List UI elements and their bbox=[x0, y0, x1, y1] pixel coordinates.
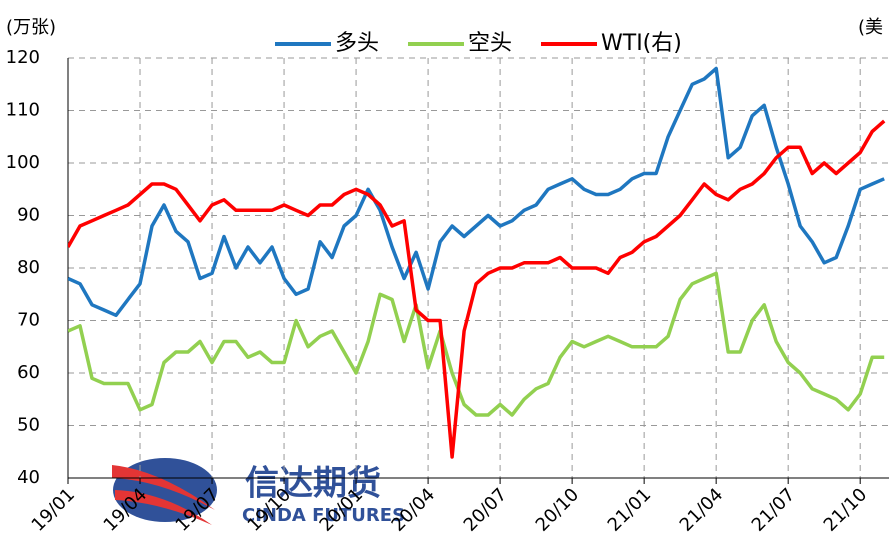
x-tick-label: 21/01 bbox=[604, 484, 656, 536]
y-tick-label: 100 bbox=[6, 152, 40, 173]
y-tick-label: 60 bbox=[17, 362, 40, 383]
series-line bbox=[68, 119, 886, 459]
y-tick-label: 120 bbox=[6, 47, 40, 68]
legend-label: 多头 bbox=[335, 31, 379, 56]
y-tick-label: 90 bbox=[17, 205, 40, 226]
left-axis-unit: (万张) bbox=[6, 17, 56, 38]
x-tick-label: 21/07 bbox=[748, 484, 800, 536]
logo-stripe bbox=[112, 465, 215, 510]
x-tick-label: 19/01 bbox=[28, 484, 80, 536]
y-tick-label: 80 bbox=[17, 257, 40, 278]
y-tick-label: 70 bbox=[17, 310, 40, 331]
x-tick-label: 20/10 bbox=[532, 484, 584, 536]
x-tick-label: 21/04 bbox=[676, 484, 728, 536]
y-tick-label: 110 bbox=[6, 100, 40, 121]
series-line bbox=[68, 271, 885, 417]
y-tick-label: 50 bbox=[17, 415, 40, 436]
logo-cn: 信达期货 bbox=[245, 464, 381, 504]
x-tick-label: 20/07 bbox=[460, 484, 512, 536]
plot-area bbox=[68, 66, 886, 459]
logo-stripe bbox=[115, 490, 212, 525]
watermark: 信达期货 CINDA FUTURES bbox=[112, 458, 405, 526]
right-axis-unit: (美 bbox=[858, 17, 883, 38]
logo-en: CINDA FUTURES bbox=[242, 505, 405, 526]
legend-label: 空头 bbox=[468, 31, 512, 56]
legend-label: WTI(右) bbox=[601, 31, 682, 56]
series-line bbox=[68, 66, 885, 318]
x-tick-label: 21/10 bbox=[820, 484, 872, 536]
y-tick-label: 40 bbox=[17, 467, 40, 488]
